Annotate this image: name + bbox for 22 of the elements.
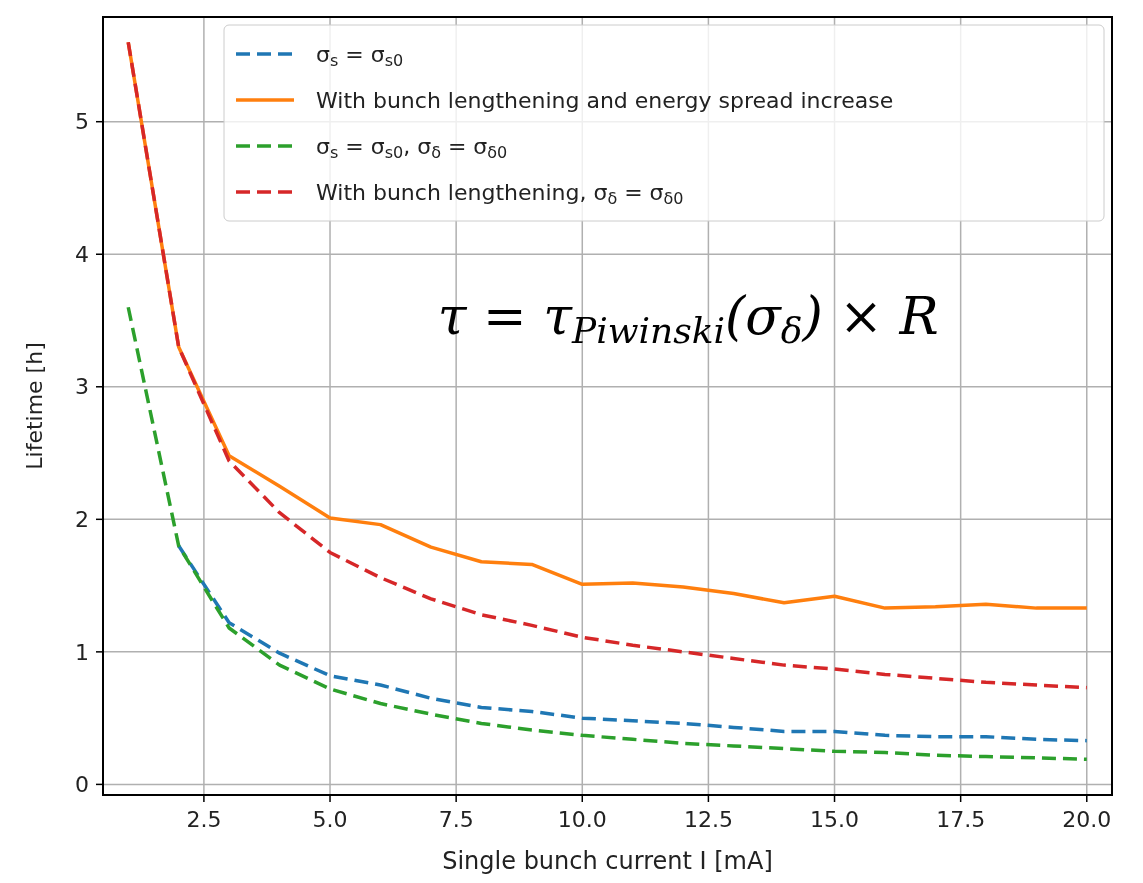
x-tick-label: 5.0	[312, 807, 348, 832]
line-series	[176, 544, 1089, 743]
x-tick-label: 7.5	[438, 807, 474, 832]
annotation: τ = τ$_{Piwinski}$(σ$_{δ}$) × R	[437, 285, 939, 351]
legend-label: With bunch lengthening, σ$_{δ}$ = σ$_{δ0}$	[316, 179, 684, 208]
y-tick-label: 1	[75, 639, 89, 665]
y-axis-title: Lifetime [h]	[22, 342, 47, 470]
x-tick-label: 20.0	[1062, 807, 1112, 832]
y-tick-label: 5	[75, 109, 89, 135]
legend-label: With bunch lengthening and energy spread increase	[316, 87, 894, 113]
y-tick-label: 4	[75, 241, 89, 267]
y-tick-label: 2	[75, 507, 89, 533]
y-tick-label: 0	[75, 772, 89, 798]
x-tick-label: 2.5	[186, 807, 222, 832]
x-axis-title: Single bunch current I [mA]	[442, 847, 773, 875]
x-tick-label: 12.5	[683, 807, 733, 832]
x-tick-label: 15.0	[810, 807, 860, 832]
legend-label: σ$_{s}$ = σ$_{s0}$, σ$_{δ}$ = σ$_{δ0}$	[316, 133, 508, 162]
legend-label: σ$_{s}$ = σ$_{s0}$	[316, 41, 404, 70]
y-tick-label: 3	[75, 374, 89, 400]
x-tick-label: 10.0	[557, 807, 607, 832]
x-tick-label: 17.5	[936, 807, 986, 832]
